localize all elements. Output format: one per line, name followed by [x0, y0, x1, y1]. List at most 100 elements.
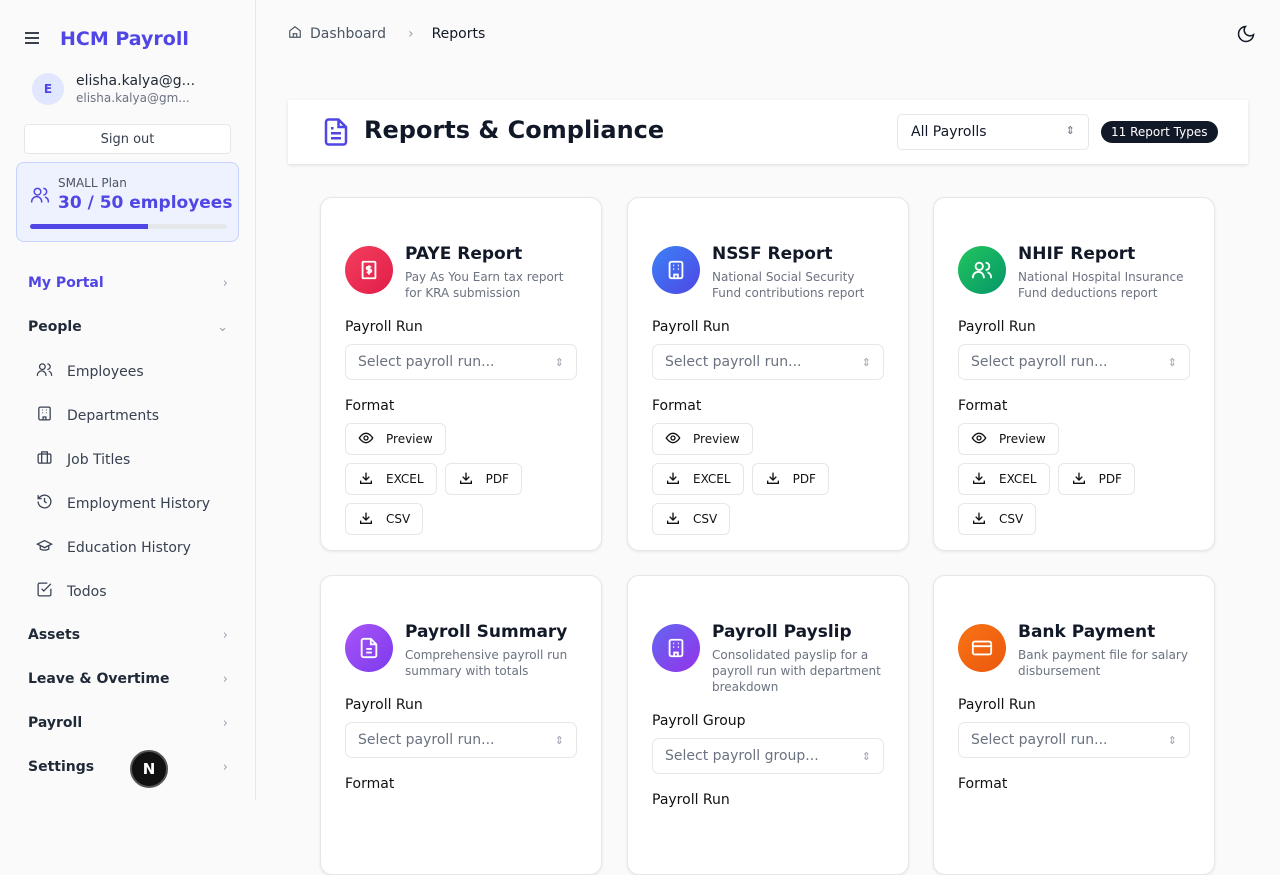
chevrons-up-down-icon: ⇕ — [1167, 733, 1177, 747]
select-placeholder: Select payroll run... — [358, 354, 495, 370]
card-title: Payroll Summary — [405, 622, 568, 642]
field-label: Payroll Run — [652, 792, 730, 808]
nav-settings[interactable]: Settings › — [28, 759, 228, 775]
sidebar-item-job-titles[interactable]: Job Titles — [36, 449, 130, 470]
select-input[interactable]: Select payroll run... ⇕ — [958, 344, 1190, 380]
format-label: EXCEL — [999, 472, 1037, 486]
user-profile[interactable]: E elisha.kalya@g... elisha.kalya@gm... — [32, 73, 195, 105]
sidebar-item-todos[interactable]: Todos — [36, 581, 106, 602]
select-input[interactable]: Select payroll group... ⇕ — [652, 738, 884, 774]
format-preview-button[interactable]: Preview — [652, 423, 753, 455]
menu-icon[interactable] — [24, 30, 40, 49]
select-input[interactable]: Select payroll run... ⇕ — [345, 344, 577, 380]
card-title: Payroll Payslip — [712, 622, 852, 642]
card-header: NHIF Report National Hospital Insurance F… — [958, 244, 1190, 301]
format-pdf-button[interactable]: PDF — [751, 463, 829, 495]
nav-label: Education History — [67, 539, 191, 556]
card-header: NSSF Report National Social Security Fund… — [652, 244, 884, 301]
nav-label: Departments — [67, 407, 160, 424]
dev-tools-button[interactable]: N — [130, 750, 168, 788]
download-icon — [458, 470, 474, 489]
sidebar-item-education-history[interactable]: Education History — [35, 537, 191, 558]
sidebar-item-departments[interactable]: Departments — [36, 405, 159, 426]
card-title: NSSF Report — [712, 244, 833, 264]
card-header: Payroll Summary Comprehensive payroll run… — [345, 622, 577, 679]
breadcrumb-dashboard[interactable]: Dashboard — [310, 26, 386, 42]
select-input[interactable]: Select payroll run... ⇕ — [345, 722, 577, 758]
page-title: Reports & Compliance — [364, 116, 665, 144]
nav-label: Leave & Overtime — [28, 671, 170, 687]
select-input[interactable]: Select payroll run... ⇕ — [652, 344, 884, 380]
report-card: NSSF Report National Social Security Fund… — [627, 197, 909, 551]
format-buttons: Preview EXCEL PDF CSV — [958, 423, 1158, 535]
chevron-right-icon: › — [222, 627, 228, 643]
sidebar-item-employment-history[interactable]: Employment History — [36, 493, 210, 514]
eye-icon — [971, 430, 987, 449]
page-header: Reports & Compliance All Payrolls ⇕ 11 Re… — [288, 100, 1248, 164]
nav-assets[interactable]: Assets › — [28, 627, 228, 643]
field-label: Payroll Run — [958, 697, 1036, 713]
avatar: E — [32, 73, 64, 105]
users-icon — [958, 246, 1006, 294]
format-label: Format — [652, 398, 702, 414]
card-header: Payroll Payslip Consolidated payslip for … — [652, 622, 884, 695]
format-excel-button[interactable]: EXCEL — [958, 463, 1050, 495]
field-label: Payroll Run — [652, 319, 730, 335]
nav-label: Employees — [67, 363, 144, 380]
format-csv-button[interactable]: CSV — [958, 503, 1037, 535]
format-pdf-button[interactable]: PDF — [444, 463, 522, 495]
field-label: Payroll Run — [345, 319, 423, 335]
field-label: Payroll Run — [958, 319, 1036, 335]
format-label: Preview — [693, 432, 740, 446]
nav-payroll[interactable]: Payroll › — [28, 715, 228, 731]
nav-label: Job Titles — [67, 451, 131, 468]
app-title: HCM Payroll — [60, 28, 189, 50]
select-input[interactable]: Select payroll run... ⇕ — [958, 722, 1190, 758]
format-preview-button[interactable]: Preview — [958, 423, 1059, 455]
download-icon — [971, 510, 987, 529]
card-description: Comprehensive payroll run summary with t… — [405, 648, 568, 678]
format-csv-button[interactable]: CSV — [345, 503, 424, 535]
format-pdf-button[interactable]: PDF — [1057, 463, 1135, 495]
sidebar-item-employees[interactable]: Employees — [36, 361, 144, 382]
format-label: Preview — [386, 432, 433, 446]
nav-my-portal[interactable]: My Portal › — [28, 275, 228, 291]
plan-progress-fill — [30, 224, 149, 229]
format-label: CSV — [386, 512, 411, 526]
report-card: PAYE Report Pay As You Earn tax report fo… — [320, 197, 602, 551]
download-icon — [971, 470, 987, 489]
format-label: CSV — [693, 512, 718, 526]
chevron-right-icon: › — [222, 759, 228, 775]
format-csv-button[interactable]: CSV — [652, 503, 731, 535]
sign-out-button[interactable]: Sign out — [24, 124, 231, 154]
format-preview-button[interactable]: Preview — [345, 423, 446, 455]
download-icon — [1071, 470, 1087, 489]
format-label: EXCEL — [693, 472, 731, 486]
card-title: PAYE Report — [405, 244, 523, 264]
document-icon — [345, 624, 393, 672]
home-icon — [288, 25, 302, 43]
breadcrumb-current: Reports — [431, 26, 486, 42]
format-excel-button[interactable]: EXCEL — [652, 463, 744, 495]
chevrons-up-down-icon: ⇕ — [554, 355, 564, 369]
format-buttons: Preview EXCEL PDF CSV — [652, 423, 852, 535]
format-excel-button[interactable]: EXCEL — [345, 463, 437, 495]
sidebar: HCM Payroll E elisha.kalya@g... elisha.ka… — [0, 0, 256, 800]
download-icon — [665, 510, 681, 529]
chevron-right-icon: › — [222, 715, 228, 731]
filter-value: All Payrolls — [911, 124, 987, 140]
payroll-filter-select[interactable]: All Payrolls ⇕ — [897, 114, 1089, 150]
chevrons-up-down-icon: ⇕ — [1167, 355, 1177, 369]
moon-icon[interactable] — [1236, 24, 1256, 48]
chevron-down-icon: ⌄ — [217, 319, 228, 335]
format-label: Format — [345, 398, 395, 414]
nav-people[interactable]: People ⌄ — [28, 319, 228, 335]
download-icon — [358, 470, 374, 489]
nav-label: Assets — [28, 627, 81, 643]
format-label: Format — [958, 398, 1008, 414]
nav-label: People — [28, 319, 82, 335]
credit-card-icon — [958, 624, 1006, 672]
building-icon — [652, 624, 700, 672]
nav-leave-overtime[interactable]: Leave & Overtime › — [28, 671, 228, 687]
report-card: Payroll Payslip Consolidated payslip for … — [627, 575, 909, 875]
